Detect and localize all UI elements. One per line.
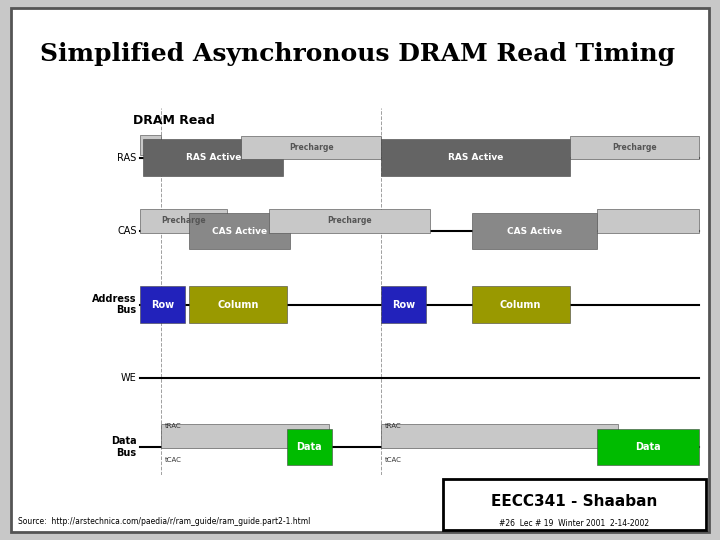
Bar	[381, 286, 426, 323]
Bar	[287, 429, 332, 465]
Text: Simplified Asynchronous DRAM Read Timing: Simplified Asynchronous DRAM Read Timing	[40, 42, 675, 66]
Bar	[143, 139, 283, 176]
Text: Source:  http://arstechnica.com/paedia/r/ram_guide/ram_guide.part2-1.html: Source: http://arstechnica.com/paedia/r/…	[18, 517, 310, 526]
Bar	[241, 136, 381, 159]
Text: Data: Data	[297, 442, 322, 452]
Bar	[140, 209, 228, 233]
Bar	[381, 424, 618, 448]
Bar	[189, 286, 287, 323]
Bar	[598, 209, 698, 233]
Text: Precharge: Precharge	[289, 143, 333, 152]
Text: Precharge: Precharge	[161, 217, 206, 225]
Text: tCAC: tCAC	[384, 457, 401, 463]
Text: Row: Row	[151, 300, 174, 309]
Text: WE: WE	[121, 373, 137, 383]
Text: Address
Bus: Address Bus	[92, 294, 137, 315]
Text: CAS Active: CAS Active	[212, 227, 267, 235]
Text: Column: Column	[217, 300, 258, 309]
Text: RAS Active: RAS Active	[448, 153, 503, 162]
Bar	[472, 286, 570, 323]
Bar	[598, 429, 698, 465]
Text: CAS Active: CAS Active	[507, 227, 562, 235]
Text: #26  Lec # 19  Winter 2001  2-14-2002: #26 Lec # 19 Winter 2001 2-14-2002	[500, 519, 649, 528]
Text: EECC341 - Shaaban: EECC341 - Shaaban	[491, 494, 658, 509]
Text: Data: Data	[635, 442, 661, 452]
Text: Column: Column	[500, 300, 541, 309]
Text: Data
Bus: Data Bus	[111, 436, 137, 458]
Text: Row: Row	[392, 300, 415, 309]
Bar	[472, 213, 598, 249]
Text: Precharge: Precharge	[612, 143, 657, 152]
Bar	[189, 213, 290, 249]
Bar	[381, 139, 570, 176]
Text: CAS: CAS	[117, 226, 137, 236]
Text: tRAC: tRAC	[384, 423, 401, 429]
Bar	[140, 286, 186, 323]
Bar	[443, 479, 706, 530]
Bar	[161, 424, 328, 448]
Text: DRAM Read: DRAM Read	[133, 114, 215, 127]
Text: Precharge: Precharge	[327, 217, 372, 225]
Text: RAS: RAS	[117, 153, 137, 163]
Text: tRAC: tRAC	[164, 423, 181, 429]
Bar	[269, 209, 430, 233]
Text: tCAC: tCAC	[164, 457, 181, 463]
Bar	[140, 135, 161, 155]
Text: RAS Active: RAS Active	[186, 153, 241, 162]
Bar	[570, 136, 698, 159]
